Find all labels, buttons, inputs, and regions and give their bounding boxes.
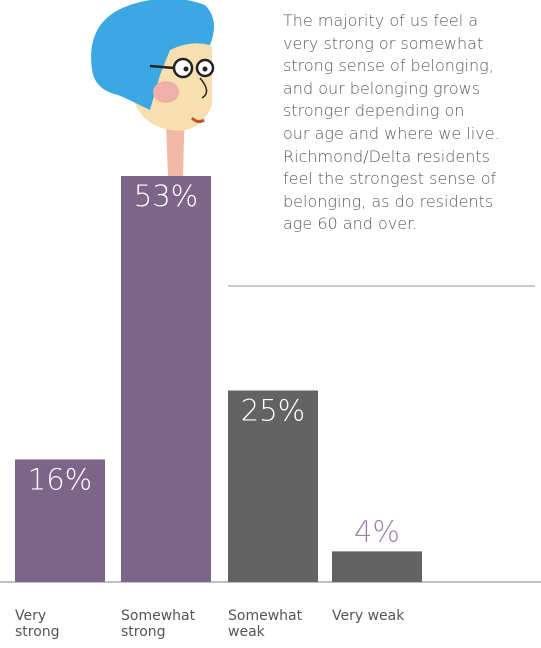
annotation-line: stronger depending on [283, 101, 465, 121]
annotation-line: very strong or somewhat [283, 33, 484, 53]
value-label: 16% [28, 462, 92, 496]
eye [202, 66, 208, 72]
annotation-line: age 60 and over. [283, 214, 418, 234]
eye [183, 66, 189, 72]
annotation-line: feel the strongest sense of [283, 169, 497, 189]
cheek [153, 81, 179, 103]
value-label: 4% [354, 514, 400, 548]
nose [199, 77, 208, 99]
category-label: Somewhat strong [121, 608, 196, 640]
annotation-line: strong sense of belonging, [283, 56, 494, 76]
category-label: Very weak [332, 608, 405, 624]
value-label: 53% [134, 179, 198, 213]
annotation-line: and our belonging grows [283, 78, 481, 98]
annotation-line: The majority of us feel a [283, 11, 479, 30]
glasses [172, 57, 194, 79]
bar [121, 176, 211, 582]
annotation-line: belonging, as do residents [283, 191, 494, 211]
bar [332, 551, 422, 582]
annotation-line: our age and where we live. [283, 123, 500, 143]
category-label: Somewhat weak [228, 608, 303, 640]
bar [228, 390, 318, 582]
annotation: The majority of us feel a very strong or … [283, 10, 541, 236]
category-label: Very strong [15, 608, 60, 640]
illustration [91, 0, 215, 176]
value-label: 25% [241, 394, 305, 428]
mouth [190, 116, 205, 124]
annotation-line: Richmond/Delta residents [283, 146, 490, 166]
hair [91, 0, 214, 110]
glasses-arm [149, 64, 175, 70]
bar [15, 459, 105, 582]
